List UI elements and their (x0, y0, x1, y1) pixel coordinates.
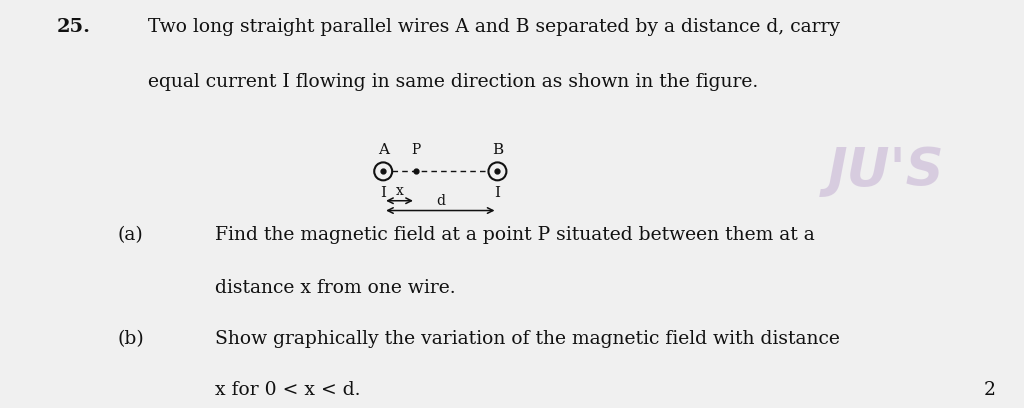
Text: Find the magnetic field at a point P situated between them at a: Find the magnetic field at a point P sit… (215, 226, 815, 244)
Text: 25.: 25. (56, 18, 90, 36)
Text: equal current I flowing in same direction as shown in the figure.: equal current I flowing in same directio… (148, 73, 759, 91)
Text: Two long straight parallel wires A and B separated by a distance d, carry: Two long straight parallel wires A and B… (148, 18, 841, 36)
Text: distance x from one wire.: distance x from one wire. (215, 279, 456, 297)
Text: (a): (a) (118, 226, 143, 244)
Text: P: P (412, 143, 421, 157)
Text: A: A (378, 143, 389, 157)
Text: (b): (b) (118, 330, 144, 348)
Text: Show graphically the variation of the magnetic field with distance: Show graphically the variation of the ma… (215, 330, 840, 348)
Text: I: I (380, 186, 386, 200)
Text: I: I (495, 186, 501, 200)
Text: JU'S: JU'S (827, 145, 944, 197)
Text: d: d (436, 194, 444, 208)
Text: B: B (492, 143, 503, 157)
Text: x for 0 < x < d.: x for 0 < x < d. (215, 381, 360, 399)
Text: x: x (395, 184, 403, 198)
Text: 2: 2 (983, 381, 995, 399)
